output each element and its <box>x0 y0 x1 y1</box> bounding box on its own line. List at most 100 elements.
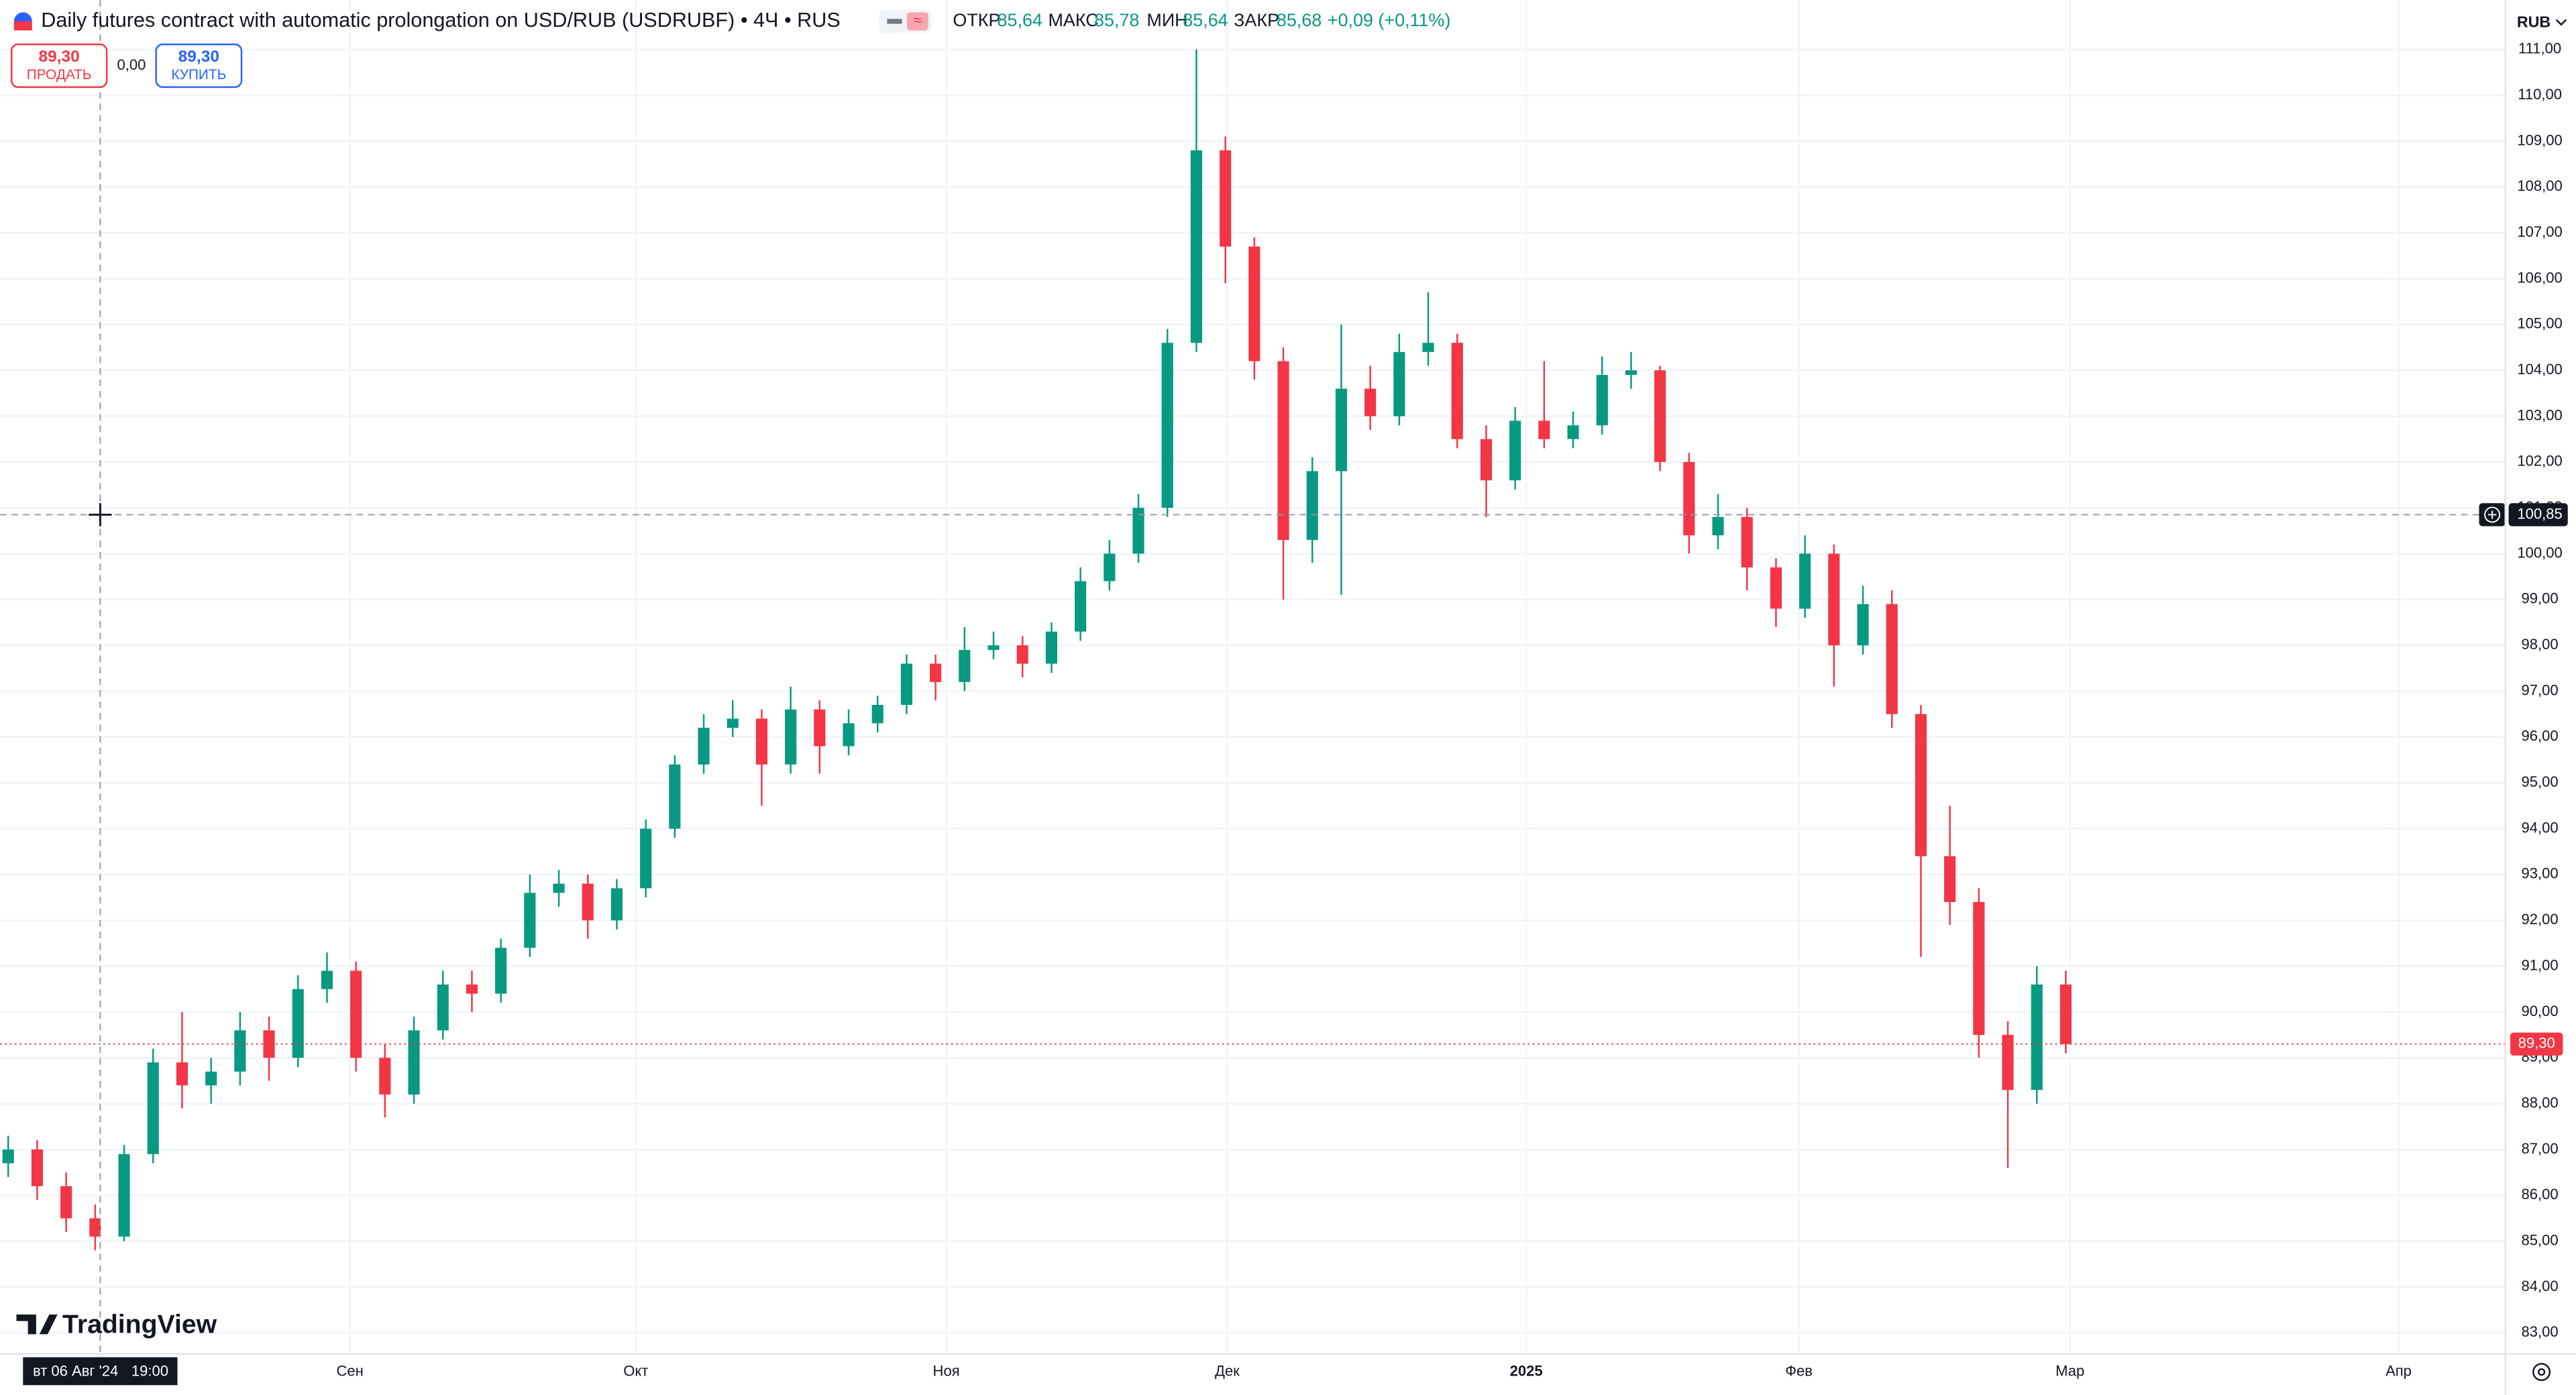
ohlc-value: 85,68 <box>1277 10 1322 30</box>
y-tick-label: 87,00 <box>2522 1140 2559 1157</box>
sell-label: ПРОДАТЬ <box>27 67 92 82</box>
candle-body <box>1625 370 1638 376</box>
candle-body <box>755 718 768 765</box>
icon <box>2484 506 2501 523</box>
crosshair-time-day: вт 06 Авг '24 <box>33 1363 118 1380</box>
y-tick-label: 104,00 <box>2517 361 2562 378</box>
candle-body <box>1915 714 1927 856</box>
candle-body <box>930 663 942 682</box>
spread: 0,00 <box>117 56 146 73</box>
x-tick-label: Фев <box>1785 1363 1813 1380</box>
y-tick-label: 111,00 <box>2518 40 2561 57</box>
candle-body <box>437 984 449 1031</box>
buy-button[interactable] <box>155 43 243 89</box>
y-tick-label: 102,00 <box>2517 453 2562 469</box>
logo-icon <box>16 1314 58 1335</box>
candle-body <box>1132 508 1144 554</box>
x-tick-label: Сен <box>336 1363 363 1380</box>
symbol-icon <box>13 21 32 31</box>
candle-body <box>321 970 333 989</box>
candle-body <box>292 989 304 1058</box>
x-tick-label: Апр <box>2385 1363 2412 1380</box>
candle-body <box>1075 581 1087 632</box>
y-tick-label: 86,00 <box>2522 1186 2559 1203</box>
y-tick-label: 107,00 <box>2517 223 2562 240</box>
candle-body <box>640 828 652 889</box>
y-tick-label: 96,00 <box>2522 728 2559 744</box>
y-tick-label: 92,00 <box>2522 911 2559 928</box>
candle-body <box>1277 361 1289 541</box>
buy-label: КУПИТЬ <box>171 67 226 82</box>
candle-body <box>1828 553 1840 646</box>
dropdown-icon <box>2555 19 2567 26</box>
candle-body <box>843 723 855 746</box>
candle-body <box>379 1058 391 1095</box>
candle-body <box>60 1186 72 1219</box>
y-tick-label: 109,00 <box>2517 131 2562 148</box>
settings-button[interactable] <box>2532 1363 2551 1382</box>
candle-body <box>1161 343 1173 508</box>
candle-body <box>1712 516 1724 536</box>
candle-body <box>1770 567 1782 609</box>
x-tick-label: Ноя <box>933 1363 960 1380</box>
candle-body <box>1016 645 1028 664</box>
buy-price: 89,30 <box>178 48 219 66</box>
y-tick-label: 105,00 <box>2517 315 2562 332</box>
candle-body <box>1683 461 1695 536</box>
y-tick-label: 98,00 <box>2522 636 2559 653</box>
candle-body <box>1567 425 1579 439</box>
ohlc-label: ЗАКР <box>1234 10 1279 30</box>
symbol-title[interactable]: Daily futures contract with automatic pr… <box>41 9 841 32</box>
candle-body <box>2002 1035 2014 1091</box>
candle-body <box>900 663 913 706</box>
y-tick-label: 99,00 <box>2522 590 2559 607</box>
candle-body <box>582 883 594 921</box>
crosshair-price-box <box>2508 503 2568 526</box>
candle-body <box>1248 246 1260 361</box>
currency-selector[interactable]: RUB <box>2517 13 2551 30</box>
crosshair-time-hour: 19:00 <box>131 1363 168 1380</box>
y-tick-label: 100,00 <box>2517 544 2562 561</box>
last-price-box <box>2510 1032 2563 1056</box>
ohlc-label: МИН <box>1146 10 1187 30</box>
y-tick-label: 93,00 <box>2522 865 2559 882</box>
candle-body <box>31 1149 44 1186</box>
candle-body <box>1335 388 1348 471</box>
candle-body <box>118 1154 130 1237</box>
y-tick-label: 106,00 <box>2517 269 2562 286</box>
ohlc-value: 85,78 <box>1094 10 1139 30</box>
candle-body <box>263 1030 275 1058</box>
candle-body <box>1654 370 1666 462</box>
ohlc-label: МАКС <box>1048 10 1098 30</box>
candle-body <box>1799 553 1811 609</box>
candle-body <box>1741 516 1753 568</box>
icon <box>906 12 928 31</box>
y-tick-label: 90,00 <box>2522 1003 2559 1019</box>
icon <box>2537 1368 2546 1376</box>
candle-body <box>2031 984 2043 1091</box>
grid <box>0 0 2506 1354</box>
candle-body <box>1480 439 1493 481</box>
candle-body <box>1422 343 1434 352</box>
candle-body <box>1104 553 1116 581</box>
candle-body <box>1220 150 1232 247</box>
logo: TradingView <box>62 1310 217 1339</box>
candle-body <box>1538 421 1550 439</box>
candle-body <box>234 1030 246 1072</box>
y-tick-label: 95,00 <box>2522 773 2559 790</box>
sell-button[interactable] <box>10 43 108 89</box>
x-tick-label: Дек <box>1215 1363 1240 1380</box>
candle-body <box>1596 375 1608 426</box>
candle-body <box>727 718 739 728</box>
candle-body <box>408 1030 420 1095</box>
candle-body <box>1306 471 1318 541</box>
ohlc-value: 85,64 <box>998 10 1042 30</box>
candle-body <box>147 1062 159 1154</box>
candle-body <box>524 893 536 948</box>
y-tick-label: 97,00 <box>2522 681 2559 698</box>
crosshair-cursor <box>89 503 112 526</box>
candle-body <box>987 645 1000 651</box>
